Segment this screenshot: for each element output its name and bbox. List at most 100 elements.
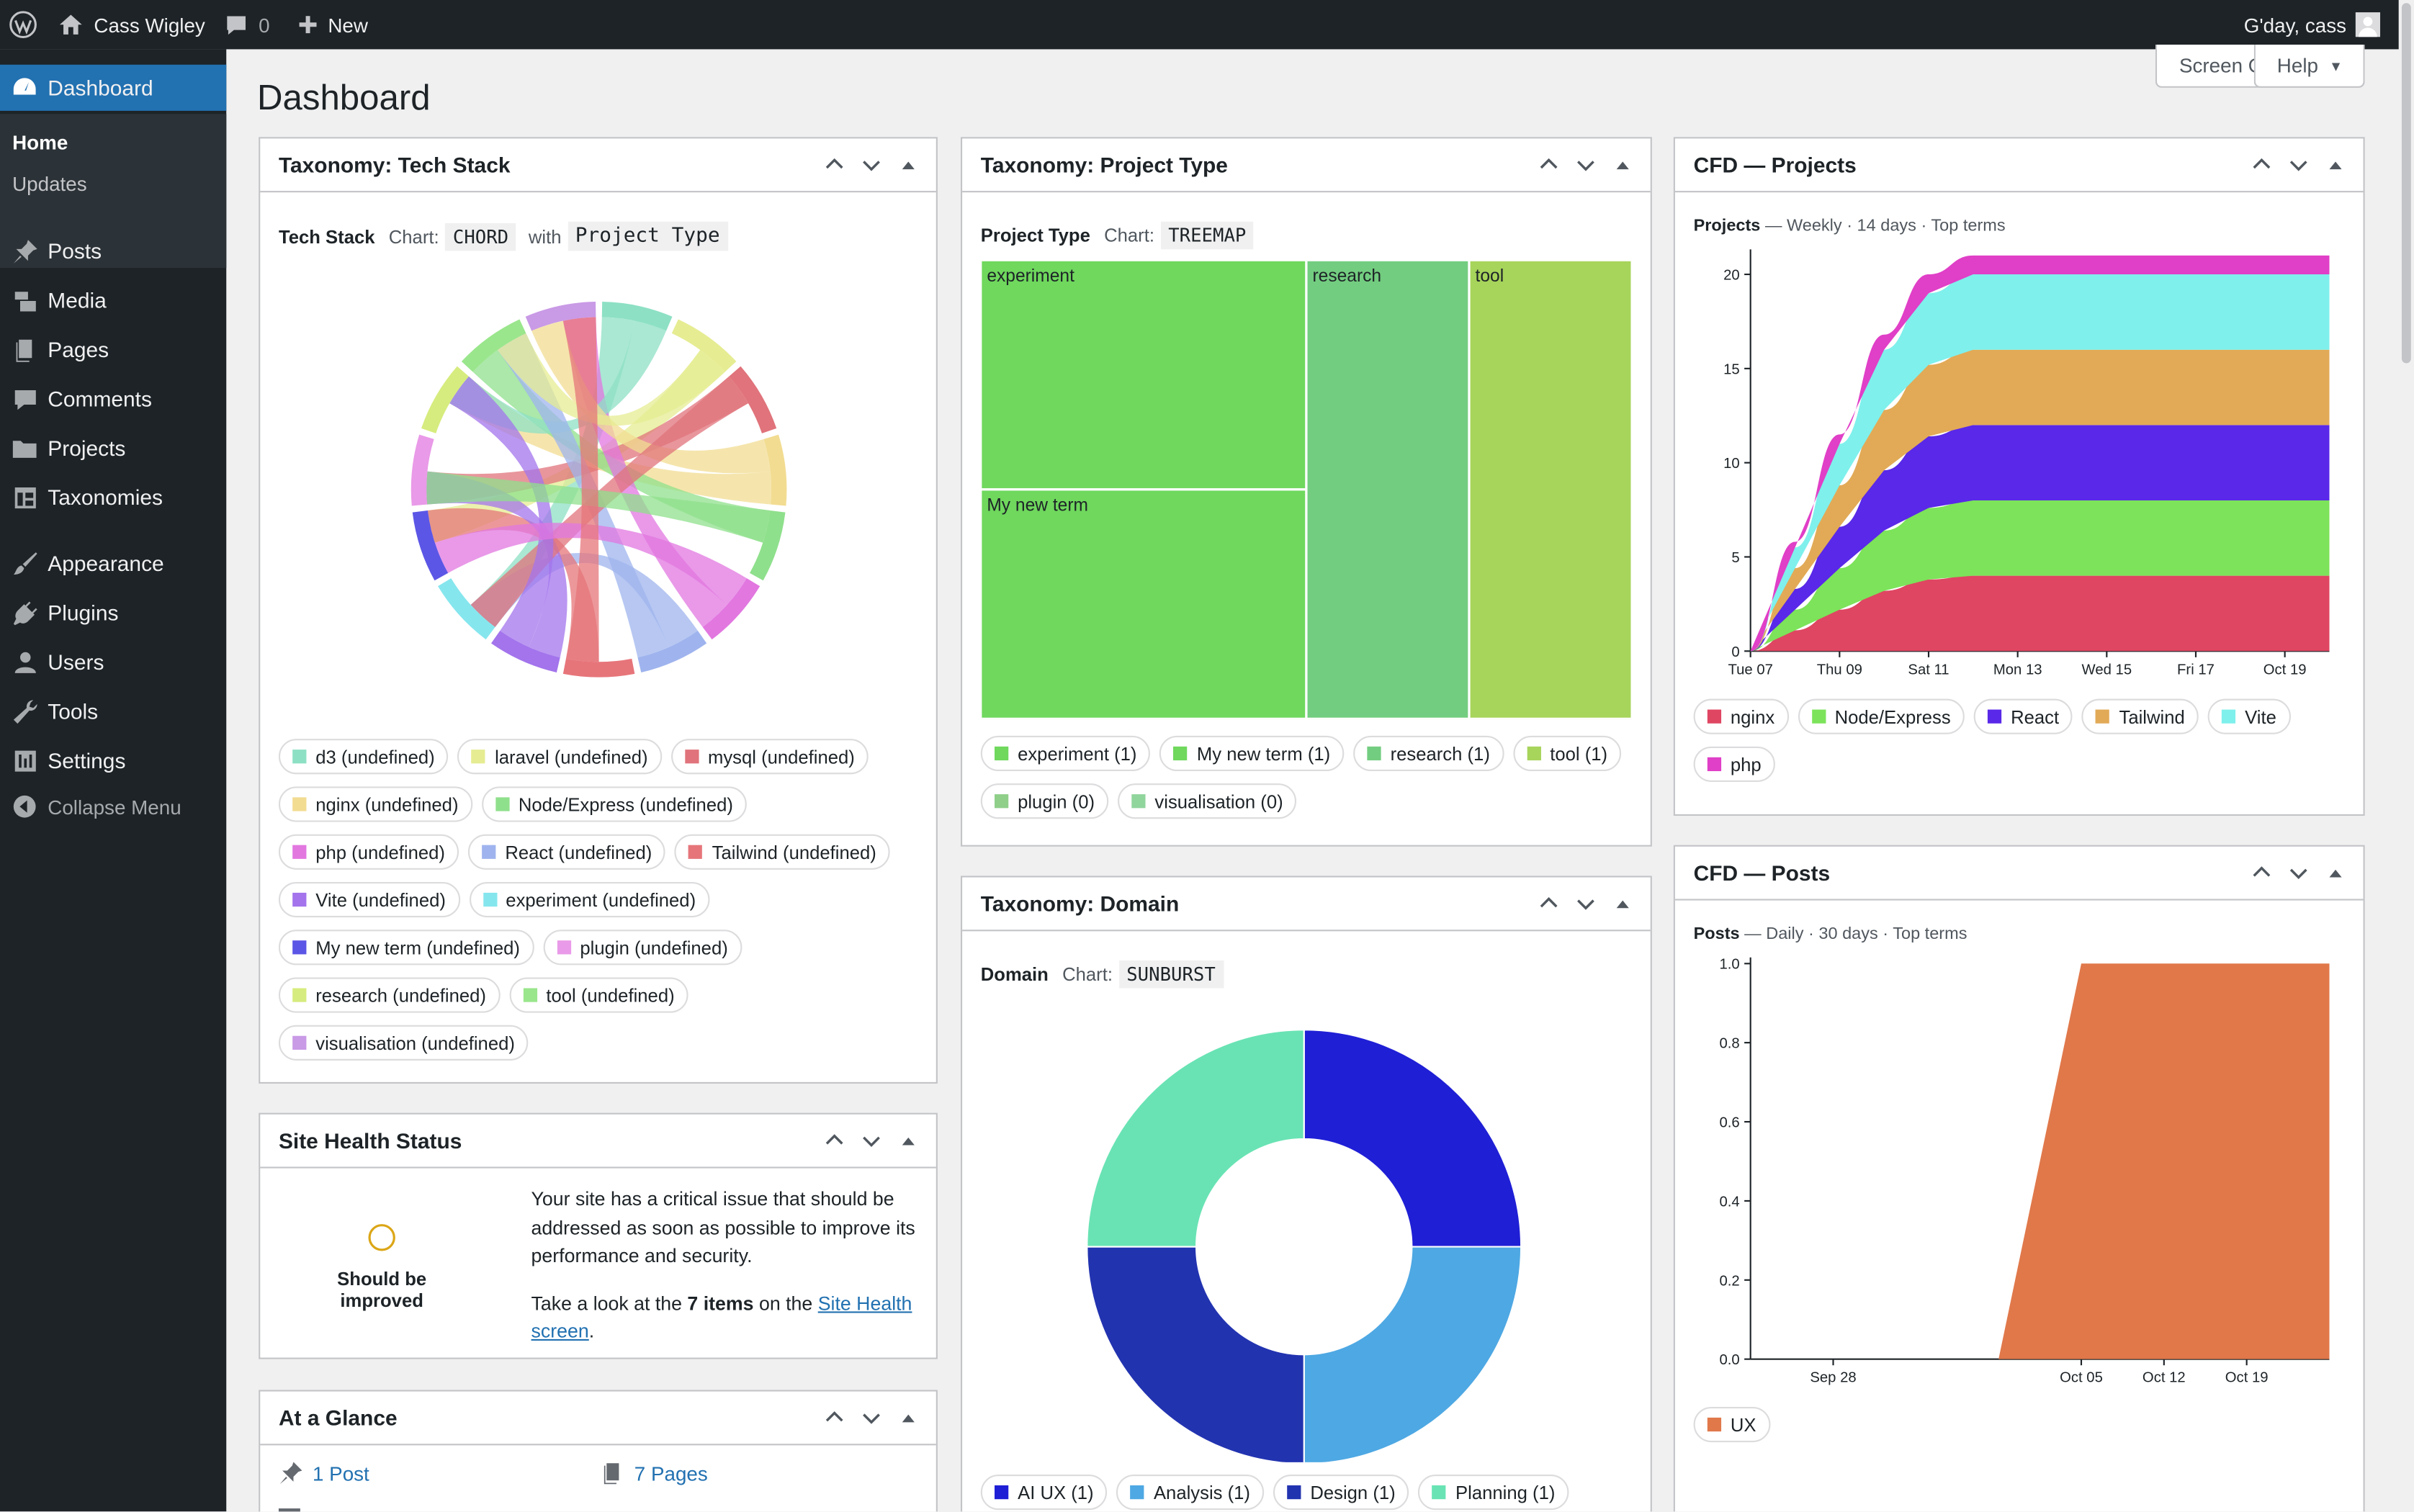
pushpin-icon <box>279 1462 302 1485</box>
legend-chip[interactable]: research (1) <box>1353 735 1504 772</box>
toggle-panel-button[interactable] <box>890 1399 927 1436</box>
move-down-button[interactable] <box>853 146 889 183</box>
chart-meta: Domain Chart: SUNBURST <box>981 960 1236 989</box>
move-up-button[interactable] <box>2243 146 2280 183</box>
legend-chip[interactable]: visualisation (0) <box>1118 783 1297 819</box>
menu-item-tools[interactable]: Tools <box>0 688 226 734</box>
site-health-link[interactable]: Site Health screen <box>531 1292 912 1343</box>
legend-chip[interactable]: Planning (1) <box>1418 1475 1569 1511</box>
move-up-button[interactable] <box>1530 885 1567 922</box>
legend-swatch <box>1367 746 1381 761</box>
toggle-panel-button[interactable] <box>1605 885 1641 922</box>
toggle-panel-button[interactable] <box>890 146 927 183</box>
menu-label-projects: Projects <box>48 435 126 461</box>
legend-chip[interactable]: nginx (undefined) <box>278 786 472 822</box>
wordpress-logo-button[interactable] <box>9 0 37 49</box>
help-button[interactable]: Help ▼ <box>2253 44 2365 88</box>
legend-chip[interactable]: visualisation (undefined) <box>278 1025 529 1061</box>
legend-chip[interactable]: mysql (undefined) <box>670 739 869 775</box>
legend-chip[interactable]: php (undefined) <box>278 834 459 870</box>
menu-item-dashboard[interactable]: Dashboard <box>0 64 227 111</box>
move-up-button[interactable] <box>816 146 853 183</box>
legend-chip[interactable]: Vite <box>2207 698 2291 734</box>
legend-chip[interactable]: tool (undefined) <box>509 977 688 1013</box>
legend-chip[interactable]: Design (1) <box>1273 1475 1409 1511</box>
page-scrollbar[interactable] <box>2398 0 2414 1512</box>
legend-label: Node/Express (undefined) <box>518 793 733 815</box>
domain-legend: AI UX (1) Analysis (1) Design (1) Planning … <box>980 1475 1643 1511</box>
legend-chip[interactable]: Tailwind <box>2082 698 2199 734</box>
chord-group-arc <box>461 319 526 372</box>
legend-chip[interactable]: plugin (undefined) <box>543 930 742 966</box>
health-action: Take a look at the 7 items on the Site H… <box>531 1289 916 1346</box>
toggle-panel-button[interactable] <box>2317 146 2354 183</box>
menu-item-settings[interactable]: Settings <box>0 737 226 783</box>
legend-chip[interactable]: Node/Express (undefined) <box>481 786 748 822</box>
move-up-button[interactable] <box>816 1122 853 1158</box>
move-down-button[interactable] <box>2280 854 2317 891</box>
new-content-button[interactable]: New <box>297 0 368 49</box>
posts-count-link[interactable]: 1 Post <box>279 1461 369 1485</box>
menu-item-taxonomies[interactable]: Taxonomies <box>0 474 226 520</box>
menu-item-users[interactable]: Users <box>0 639 226 685</box>
legend-chip[interactable]: nginx <box>1693 698 1789 734</box>
treemap-label: My new term <box>987 496 1088 516</box>
legend-chip[interactable]: d3 (undefined) <box>278 739 449 775</box>
legend-chip[interactable]: My new term (1) <box>1159 735 1345 772</box>
menu-item-appearance[interactable]: Appearance <box>0 540 226 586</box>
move-down-button[interactable] <box>853 1122 889 1158</box>
legend-chip[interactable]: React <box>1973 698 2073 734</box>
legend-swatch <box>1811 709 1826 724</box>
move-down-button[interactable] <box>2280 146 2317 183</box>
legend-chip[interactable]: UX <box>1693 1406 1770 1443</box>
sunburst-chart <box>1086 1029 1522 1462</box>
my-account-button[interactable]: G'day, cass <box>2244 0 2381 49</box>
move-up-button[interactable] <box>2243 854 2280 891</box>
legend-label: plugin (0) <box>1018 790 1095 812</box>
treemap-label: tool <box>1476 266 1504 286</box>
legend-label: research (undefined) <box>315 984 486 1007</box>
move-down-button[interactable] <box>1567 885 1604 922</box>
menu-item-comments[interactable]: Comments <box>0 376 226 422</box>
wordpress-logo-icon <box>9 11 37 39</box>
menu-item-projects[interactable]: Projects <box>0 425 226 471</box>
menu-item-plugins[interactable]: Plugins <box>0 590 226 636</box>
legend-chip[interactable]: Vite (undefined) <box>278 881 460 918</box>
legend-label: My new term (undefined) <box>315 936 521 958</box>
move-down-button[interactable] <box>1567 146 1604 183</box>
menu-item-media[interactable]: Media <box>0 277 226 323</box>
submenu-updates[interactable]: Updates <box>12 172 87 196</box>
menu-item-posts[interactable]: Posts <box>0 228 226 274</box>
legend-chip[interactable]: My new term (undefined) <box>278 930 534 966</box>
legend-chip[interactable]: experiment (1) <box>980 735 1151 772</box>
comments-link[interactable]: 0 <box>225 0 270 49</box>
widget-header: Site Health Status <box>260 1115 936 1169</box>
legend-chip[interactable]: tool (1) <box>1512 735 1622 772</box>
legend-chip[interactable]: Node/Express <box>1798 698 1965 734</box>
collapse-menu-button[interactable]: Collapse Menu <box>0 783 226 829</box>
pages-count-link[interactable]: 7 Pages <box>601 1461 708 1485</box>
menu-label-dashboard: Dashboard <box>48 75 153 100</box>
toggle-panel-button[interactable] <box>890 1122 927 1158</box>
legend-label: php (undefined) <box>315 841 445 863</box>
legend-chip[interactable]: laravel (undefined) <box>457 739 662 775</box>
move-up-button[interactable] <box>816 1399 853 1436</box>
legend-chip[interactable]: Analysis (1) <box>1116 1475 1265 1511</box>
y-tick-label: 10 <box>1723 456 1740 472</box>
legend-chip[interactable]: research (undefined) <box>278 977 501 1013</box>
scrollbar-thumb[interactable] <box>2401 3 2411 364</box>
legend-chip[interactable]: plugin (0) <box>980 783 1109 819</box>
legend-chip[interactable]: Tailwind (undefined) <box>675 834 891 870</box>
legend-chip[interactable]: php <box>1693 746 1775 783</box>
legend-chip[interactable]: AI UX (1) <box>980 1475 1108 1511</box>
move-down-button[interactable] <box>853 1399 889 1436</box>
toggle-panel-button[interactable] <box>2317 854 2354 891</box>
legend-chip[interactable]: experiment (undefined) <box>468 881 710 918</box>
move-up-button[interactable] <box>1530 146 1567 183</box>
toggle-panel-button[interactable] <box>1605 146 1641 183</box>
legend-chip[interactable]: React (undefined) <box>468 834 666 870</box>
triangle-up-icon <box>2329 161 2342 170</box>
menu-item-pages[interactable]: Pages <box>0 326 226 372</box>
site-name-link[interactable]: Cass Wigley <box>58 0 205 49</box>
submenu-home[interactable]: Home <box>12 130 68 154</box>
